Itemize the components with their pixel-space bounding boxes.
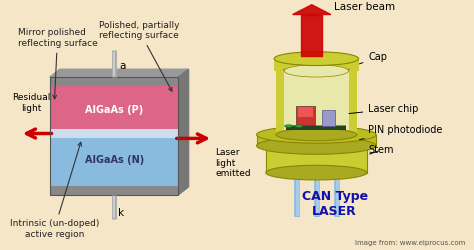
- FancyBboxPatch shape: [50, 186, 179, 195]
- FancyBboxPatch shape: [296, 106, 315, 125]
- FancyBboxPatch shape: [349, 59, 359, 71]
- Text: AlGaAs (N): AlGaAs (N): [84, 155, 144, 165]
- Text: Cap: Cap: [359, 52, 387, 64]
- Text: Mirror polished
reflecting surface: Mirror polished reflecting surface: [18, 28, 97, 99]
- Ellipse shape: [284, 125, 293, 127]
- Ellipse shape: [266, 136, 367, 150]
- Polygon shape: [179, 69, 189, 195]
- Text: Image from: www.elprocus.com: Image from: www.elprocus.com: [356, 240, 466, 246]
- Text: Laser beam: Laser beam: [334, 2, 395, 12]
- Ellipse shape: [284, 65, 348, 77]
- Ellipse shape: [266, 165, 367, 180]
- FancyBboxPatch shape: [50, 128, 179, 138]
- Text: Stem: Stem: [368, 145, 394, 155]
- FancyBboxPatch shape: [284, 68, 348, 135]
- FancyBboxPatch shape: [50, 138, 179, 186]
- Text: CAN Type
LASER: CAN Type LASER: [301, 190, 368, 218]
- Ellipse shape: [274, 52, 359, 66]
- Text: Laser chip: Laser chip: [349, 104, 419, 114]
- FancyBboxPatch shape: [276, 66, 357, 135]
- FancyBboxPatch shape: [50, 86, 179, 134]
- Text: PIN photodiode: PIN photodiode: [359, 125, 443, 140]
- Text: Polished, partially
reflecting surface: Polished, partially reflecting surface: [99, 21, 179, 91]
- FancyBboxPatch shape: [50, 77, 179, 86]
- Text: Laser
light
emitted: Laser light emitted: [215, 148, 251, 178]
- FancyBboxPatch shape: [256, 135, 376, 146]
- Polygon shape: [50, 69, 189, 77]
- FancyBboxPatch shape: [298, 107, 313, 118]
- FancyBboxPatch shape: [274, 59, 283, 71]
- Text: Intrinsic (un-doped)
active region: Intrinsic (un-doped) active region: [9, 142, 99, 239]
- Ellipse shape: [256, 137, 376, 154]
- FancyBboxPatch shape: [266, 143, 367, 173]
- Ellipse shape: [276, 60, 357, 72]
- Text: Residual
light: Residual light: [12, 93, 51, 113]
- Ellipse shape: [295, 125, 303, 127]
- Ellipse shape: [276, 128, 357, 141]
- Polygon shape: [301, 14, 322, 56]
- Ellipse shape: [256, 126, 376, 143]
- Text: k: k: [118, 208, 124, 218]
- Text: a: a: [119, 61, 126, 71]
- FancyBboxPatch shape: [286, 126, 346, 130]
- Polygon shape: [292, 5, 331, 15]
- Text: AlGaAs (P): AlGaAs (P): [85, 104, 143, 115]
- FancyBboxPatch shape: [286, 125, 346, 130]
- FancyBboxPatch shape: [322, 110, 335, 126]
